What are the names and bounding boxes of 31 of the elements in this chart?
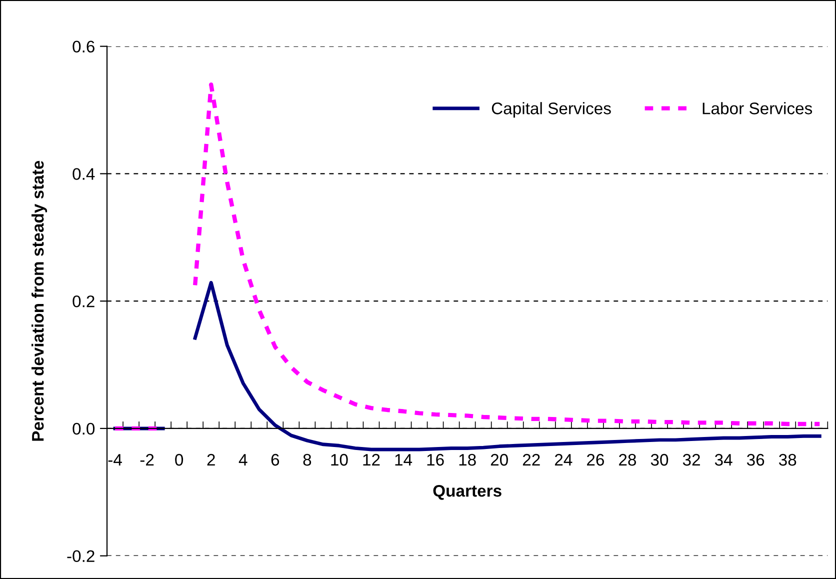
y-tick-label: 0.4: [72, 168, 95, 180]
y-axis-title: Percent deviation from steady state: [32, 160, 48, 441]
x-tick-label: 16: [427, 454, 444, 466]
y-tick-label: 0.6: [72, 40, 94, 53]
x-tick-label: 18: [459, 454, 476, 466]
x-tick-label: 2: [207, 454, 215, 466]
x-tick-label: 32: [682, 454, 700, 466]
x-tick-label: 22: [522, 454, 540, 466]
x-tick-label: 28: [619, 454, 636, 466]
legend-label: Labor Services: [702, 102, 812, 114]
x-tick-label: 12: [363, 454, 380, 466]
x-tick-label: 38: [778, 454, 796, 466]
x-tick-label: 8: [303, 454, 312, 466]
x-axis-title: Quarters: [433, 484, 502, 500]
x-tick-label: 24: [554, 454, 572, 466]
legend-label: Capital Services: [492, 102, 611, 118]
x-tick-label: 4: [238, 454, 248, 466]
x-tick-label: 6: [271, 454, 280, 466]
y-tick-label: -0.2: [67, 550, 94, 562]
x-tick-label: 10: [331, 454, 348, 466]
y-tick-label: 0.0: [72, 422, 95, 435]
x-tick-label: -4: [108, 454, 122, 466]
x-tick-label: 30: [650, 454, 668, 466]
x-tick-label: 14: [395, 454, 412, 466]
x-tick-label: 20: [490, 454, 508, 466]
x-tick-label: 36: [746, 454, 764, 466]
x-tick-label: 0: [175, 454, 184, 466]
y-tick-label: 0.2: [72, 295, 94, 308]
x-tick-label: 26: [587, 454, 604, 466]
x-tick-label: 34: [714, 454, 732, 466]
x-tick-label: -2: [140, 454, 154, 466]
